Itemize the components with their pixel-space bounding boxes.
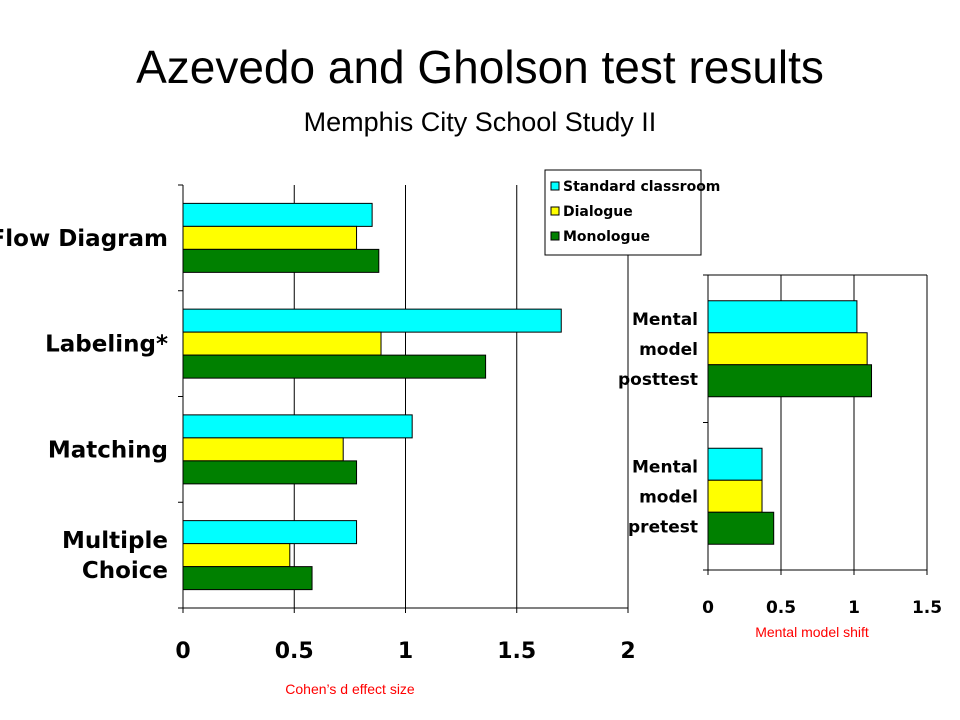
bar-dialogue: [707, 479, 763, 513]
x-axis-label: Cohen’s d effect size: [285, 681, 415, 697]
bar-monologue: [182, 248, 380, 273]
bar-monologue: [707, 364, 873, 398]
category-label: posttest: [618, 370, 698, 390]
page-subtitle: Memphis City School Study II: [303, 107, 657, 137]
x-tick-label: 0.5: [275, 639, 314, 664]
legend-label: Monologue: [563, 229, 650, 245]
bar-standard-classroom: [707, 447, 763, 481]
page-title: Azevedo and Gholson test results: [136, 41, 824, 93]
x-axis-label: Mental model shift: [755, 624, 869, 640]
x-tick-label: 1.5: [497, 639, 536, 664]
x-tick-label: 0: [175, 639, 190, 664]
category-label: model: [639, 487, 698, 507]
category-label: Labeling*: [45, 332, 168, 358]
x-tick-label: 1: [398, 639, 413, 664]
category-label: Flow Diagram: [0, 226, 168, 252]
category-label: model: [639, 340, 698, 360]
bar-monologue: [707, 511, 775, 545]
x-tick-label: 1.5: [912, 598, 942, 618]
x-tick-label: 2: [620, 639, 635, 664]
bar-monologue: [182, 566, 313, 591]
x-tick-label: 0.5: [766, 598, 796, 618]
legend-swatch: [550, 231, 560, 241]
legend-label: Standard classroom: [563, 179, 720, 195]
bar-dialogue: [707, 332, 868, 366]
category-label: pretest: [628, 517, 698, 537]
x-tick-label: 1: [848, 598, 860, 618]
legend-swatch: [550, 181, 560, 191]
category-label: Multiple: [62, 528, 168, 554]
category-label: Mental: [632, 310, 698, 330]
bar-monologue: [182, 460, 358, 485]
x-tick-label: 0: [702, 598, 714, 618]
category-label: Choice: [82, 558, 168, 584]
bar-monologue: [182, 354, 487, 379]
legend-swatch: [550, 206, 560, 216]
category-label: Matching: [48, 437, 168, 463]
legend-label: Dialogue: [563, 204, 633, 220]
category-label: Mental: [632, 457, 698, 477]
legend-box: [544, 169, 702, 256]
bar-standard-classroom: [707, 300, 858, 334]
